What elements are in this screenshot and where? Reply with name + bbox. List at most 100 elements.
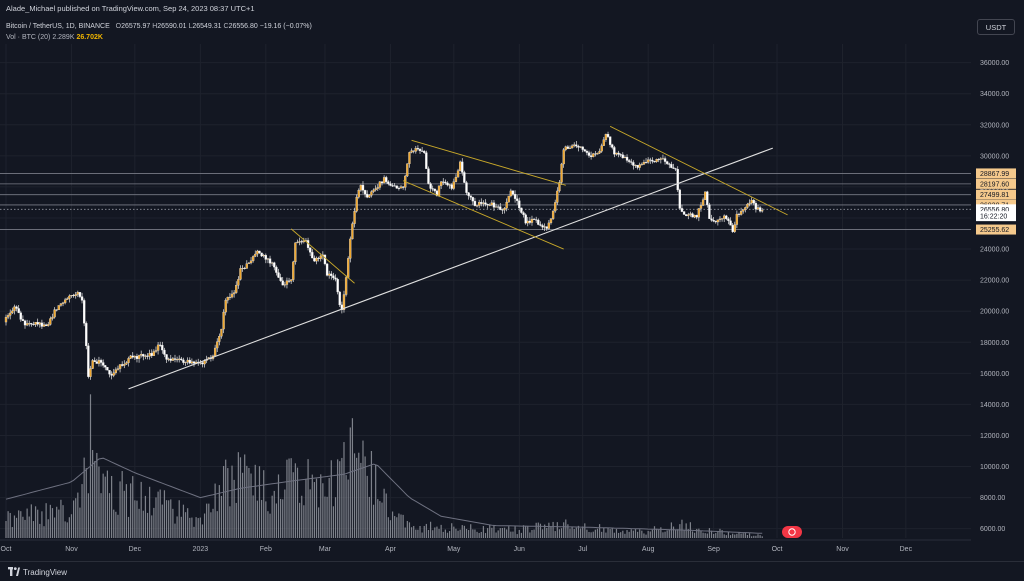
candle-body — [70, 295, 73, 297]
candle-body — [581, 146, 584, 150]
alert-badge-icon[interactable] — [782, 526, 802, 538]
volume-bar — [394, 516, 396, 538]
volume-bar — [590, 532, 592, 538]
volume-bar — [9, 512, 11, 538]
candle-body — [332, 275, 335, 279]
candle-body — [89, 368, 92, 377]
volume-bar — [233, 479, 235, 538]
volume-bar — [656, 528, 658, 538]
y-tick-label: 34000.00 — [980, 91, 1009, 98]
volume-bar — [448, 531, 451, 538]
volume-bar — [704, 533, 706, 538]
candle-body — [592, 153, 595, 158]
candle-body — [507, 195, 510, 203]
volume-bar — [423, 525, 425, 538]
volume-bar — [187, 508, 189, 538]
volume-bar — [472, 529, 474, 538]
candle-body — [279, 277, 282, 281]
volume-bar — [326, 496, 328, 538]
trendline-1[interactable] — [128, 147, 773, 390]
candle-body — [475, 205, 479, 207]
volume-bar — [70, 514, 73, 538]
candle-body — [448, 184, 451, 186]
volume-bar — [265, 501, 267, 538]
candle-body — [484, 202, 487, 205]
volume-bar — [142, 510, 144, 538]
candle-body — [564, 146, 567, 150]
volume-bar — [360, 462, 362, 538]
candle-body — [245, 263, 248, 269]
candle-body — [659, 158, 662, 160]
candle-body — [283, 284, 286, 286]
volume-bar — [115, 511, 117, 538]
candle-body — [241, 267, 244, 269]
volume-bar — [563, 522, 565, 538]
trendline-2[interactable] — [411, 139, 566, 186]
candle-body — [30, 323, 33, 325]
volume-bar — [474, 529, 476, 538]
y-tick-label: 6000.00 — [980, 526, 1005, 533]
candle-body — [167, 358, 170, 360]
candle-body — [180, 358, 183, 361]
candle-body — [551, 210, 555, 219]
volume-bar — [544, 524, 546, 538]
x-tick-label: Feb — [260, 546, 272, 553]
candle-body — [611, 144, 614, 148]
volume-bar — [7, 511, 9, 538]
candle-body — [97, 360, 101, 364]
candle-body — [516, 198, 519, 201]
symbol-name[interactable]: Bitcoin / TetherUS, 1D, BINANCE — [6, 23, 110, 30]
volume-bar — [288, 458, 290, 538]
volume-bar — [130, 483, 132, 538]
tradingview-logo[interactable]: TradingView — [8, 567, 67, 577]
candle-body — [249, 260, 253, 264]
volume-bar — [400, 514, 402, 538]
candle-body — [378, 181, 382, 188]
candle-body — [661, 158, 665, 160]
candle-body — [112, 372, 115, 376]
currency-button[interactable]: USDT — [977, 19, 1015, 35]
candle-body — [651, 159, 654, 162]
trendline-3[interactable] — [402, 180, 564, 250]
volume-bar — [305, 478, 307, 538]
volume-bar — [81, 484, 83, 538]
price-axis[interactable] — [971, 40, 1024, 542]
volume-bar — [313, 482, 316, 538]
volume-bar — [85, 468, 87, 538]
candle-body — [427, 168, 430, 184]
volume-bar — [493, 525, 495, 538]
volume-bar — [550, 526, 552, 538]
price-tag-label: 26556.80 — [980, 207, 1009, 214]
candle-body — [623, 156, 627, 159]
volume-bar — [49, 504, 51, 538]
volume-bar — [146, 512, 149, 538]
candle-body — [594, 153, 597, 155]
volume-bar — [92, 450, 94, 538]
volume-bar — [639, 529, 641, 538]
volume-bar — [347, 479, 349, 538]
candle-body — [488, 204, 491, 206]
candle-body — [49, 318, 52, 325]
volume-bar — [254, 464, 256, 538]
volume-bar — [442, 531, 444, 538]
volume-bar — [248, 467, 250, 538]
trendline-5[interactable] — [609, 125, 788, 216]
candle-body — [674, 168, 677, 170]
candle-body — [23, 320, 27, 326]
volume-bar — [165, 500, 168, 538]
candle-body — [171, 358, 175, 361]
volume-label[interactable]: Vol · BTC (20) — [6, 34, 51, 41]
candle-body — [627, 160, 631, 162]
candle-body — [716, 219, 720, 223]
candle-body — [668, 163, 671, 165]
candle-body — [589, 155, 593, 158]
candle-body — [642, 162, 646, 165]
candle-body — [554, 202, 557, 212]
trendline-4[interactable] — [290, 228, 355, 284]
volume-bar — [157, 491, 159, 538]
candle-body — [446, 182, 449, 186]
candle-body — [486, 204, 489, 206]
volume-bar — [417, 529, 419, 538]
volume-bar — [565, 519, 567, 538]
